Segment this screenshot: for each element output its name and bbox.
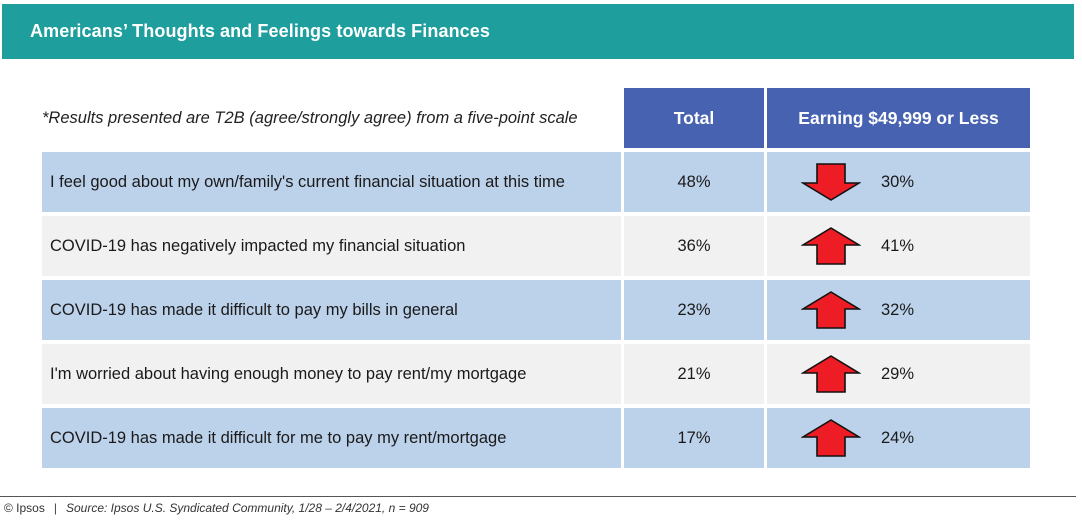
table-row: COVID-19 has made it difficult for me to…	[42, 408, 1030, 468]
earning-cell: 41%	[767, 216, 1030, 276]
statement-cell: COVID-19 has made it difficult to pay my…	[42, 280, 621, 340]
earning-value: 41%	[881, 236, 915, 255]
column-header-earning: Earning $49,999 or Less	[767, 88, 1030, 148]
arrow-up-shape	[801, 227, 861, 265]
footer-separator: |	[53, 501, 57, 515]
earning-value: 32%	[881, 300, 915, 319]
arrow-up-icon	[801, 291, 861, 329]
statement-cell: COVID-19 has made it difficult for me to…	[42, 408, 621, 468]
earning-cell: 24%	[767, 408, 1030, 468]
total-value: 21%	[624, 344, 764, 404]
table-row: COVID-19 has made it difficult to pay my…	[42, 280, 1030, 340]
table-row: I'm worried about having enough money to…	[42, 344, 1030, 404]
copyright: © Ipsos	[4, 501, 45, 515]
arrow-up-shape	[801, 355, 861, 393]
table-row: I feel good about my own/family's curren…	[42, 152, 1030, 212]
earning-value: 29%	[881, 364, 915, 383]
footer-divider	[0, 496, 1076, 497]
total-value: 23%	[624, 280, 764, 340]
statement-cell: I feel good about my own/family's curren…	[42, 152, 621, 212]
arrow-up-icon	[801, 355, 861, 393]
arrow-up-shape	[801, 291, 861, 329]
arrow-down-icon	[801, 163, 861, 201]
earning-cell: 29%	[767, 344, 1030, 404]
scale-note: *Results presented are T2B (agree/strong…	[42, 108, 578, 127]
arrow-down-shape	[801, 163, 861, 201]
total-value: 36%	[624, 216, 764, 276]
arrow-up-shape	[801, 419, 861, 457]
column-header-total: Total	[624, 88, 764, 148]
chart-title: Americans’ Thoughts and Feelings towards…	[30, 21, 490, 41]
earning-cell: 30%	[767, 152, 1030, 212]
earning-value: 24%	[881, 428, 915, 447]
earning-value: 30%	[881, 172, 915, 191]
statement-cell: I'm worried about having enough money to…	[42, 344, 621, 404]
source-note: Source: Ipsos U.S. Syndicated Community,…	[65, 501, 429, 515]
title-bar: Americans’ Thoughts and Feelings towards…	[2, 4, 1074, 59]
footer: © Ipsos | Source: Ipsos U.S. Syndicated …	[4, 501, 429, 515]
table-row: COVID-19 has negatively impacted my fina…	[42, 216, 1030, 276]
arrow-up-icon	[801, 227, 861, 265]
arrow-up-icon	[801, 419, 861, 457]
earning-cell: 32%	[767, 280, 1030, 340]
statement-cell: COVID-19 has negatively impacted my fina…	[42, 216, 621, 276]
total-value: 17%	[624, 408, 764, 468]
total-value: 48%	[624, 152, 764, 212]
